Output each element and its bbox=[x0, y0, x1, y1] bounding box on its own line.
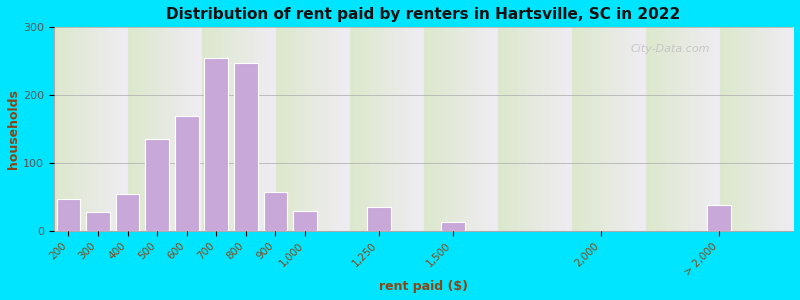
Text: City-Data.com: City-Data.com bbox=[630, 44, 710, 54]
Bar bbox=[116, 194, 139, 231]
Bar bbox=[146, 140, 169, 231]
Bar bbox=[234, 63, 258, 231]
Y-axis label: households: households bbox=[7, 89, 20, 169]
Bar bbox=[367, 207, 390, 231]
X-axis label: rent paid ($): rent paid ($) bbox=[379, 280, 468, 293]
Bar bbox=[57, 199, 80, 231]
Bar bbox=[175, 116, 198, 231]
Bar bbox=[86, 212, 110, 231]
Bar bbox=[707, 205, 731, 231]
Bar bbox=[263, 192, 287, 231]
Bar bbox=[205, 58, 228, 231]
Bar bbox=[441, 222, 465, 231]
Bar bbox=[293, 211, 317, 231]
Title: Distribution of rent paid by renters in Hartsville, SC in 2022: Distribution of rent paid by renters in … bbox=[166, 7, 681, 22]
